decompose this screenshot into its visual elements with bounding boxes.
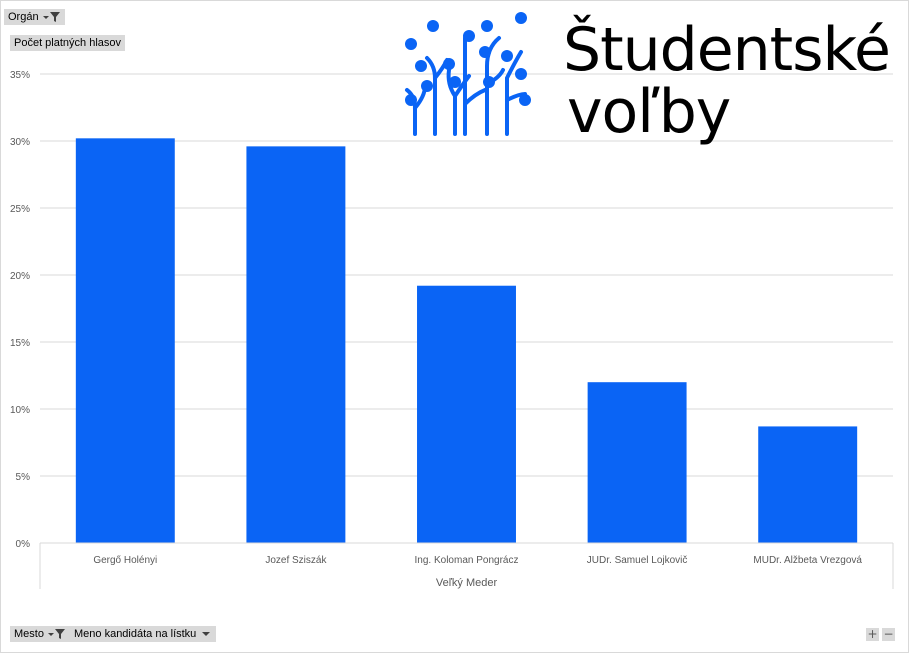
mesto-filter-button[interactable]: Mesto (10, 626, 70, 642)
bar (587, 382, 687, 543)
value-field-button[interactable]: Počet platných hlasov (10, 35, 126, 51)
y-tick-label: 35% (10, 70, 30, 81)
bar (758, 426, 858, 543)
bar (246, 146, 346, 544)
chevron-down-icon (202, 632, 211, 636)
y-tick-label: 25% (10, 204, 30, 215)
y-tick-label: 0% (16, 539, 31, 550)
filter-dropdown-icon (42, 12, 60, 22)
x-category-label: Gergő Holényi (93, 555, 157, 566)
x-category-label: Ing. Koloman Pongrácz (415, 555, 519, 566)
y-tick-label: 30% (10, 137, 30, 148)
logo-title-line2: voľby (567, 77, 731, 147)
mesto-filter-label: Mesto (14, 628, 44, 640)
value-field-label: Počet platných hlasov (14, 37, 122, 49)
logo-tree-icon (405, 12, 531, 136)
y-tick-label: 10% (10, 405, 30, 416)
candidate-field-label: Meno kandidáta na lístku (74, 628, 197, 640)
bar (75, 138, 175, 543)
y-tick-label: 5% (16, 472, 31, 483)
y-tick-label: 15% (10, 338, 30, 349)
candidate-field-button[interactable]: Meno kandidáta na lístku (70, 626, 217, 642)
y-tick-label: 20% (10, 271, 30, 282)
logo-title-line1: Študentské (563, 15, 891, 85)
collapse-button[interactable]: − (882, 627, 895, 641)
filter-dropdown-icon (47, 629, 65, 639)
organ-filter-button[interactable]: Orgán (4, 9, 65, 25)
x-category-label: Jozef Sziszák (265, 555, 327, 566)
x-category-label: MUDr. Alžbeta Vrezgová (753, 555, 862, 566)
x-category-label: JUDr. Samuel Lojkovič (587, 555, 688, 566)
organ-filter-label: Orgán (8, 11, 39, 23)
bar (417, 285, 516, 543)
expand-button[interactable]: + (866, 627, 879, 641)
x-group-label: Veľký Meder (436, 577, 498, 589)
